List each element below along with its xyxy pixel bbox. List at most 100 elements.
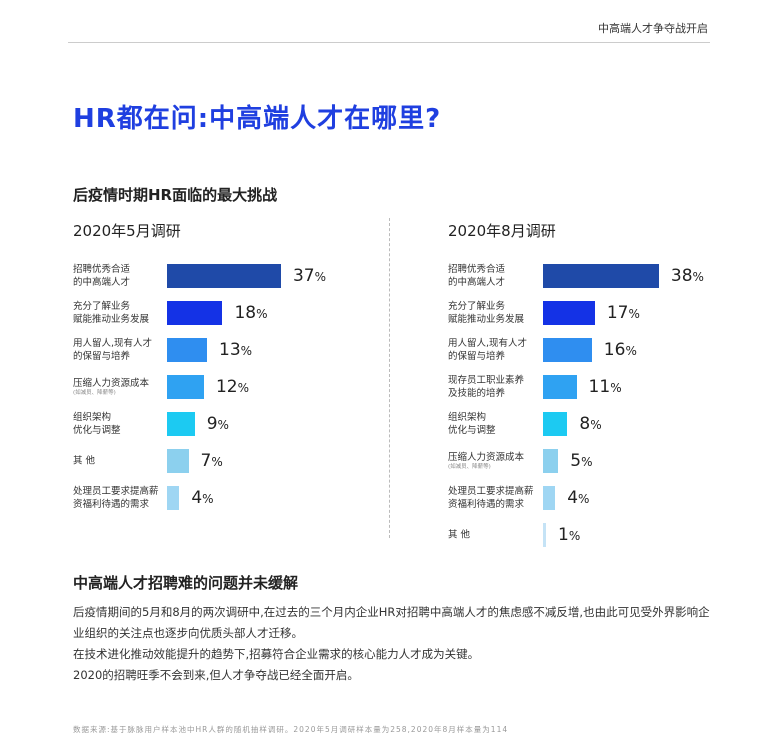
aug-category-note: (如减员、降薪等): [448, 464, 491, 470]
aug-value-unit: %: [578, 492, 590, 506]
aug-value-unit: %: [628, 307, 640, 321]
may-category-label: 组织架构 优化与调整: [73, 412, 121, 436]
may-category-label: 压缩人力资源成本 (如减员、降薪等): [73, 377, 165, 397]
aug-row-7: 其 他 1%: [448, 523, 768, 547]
may-row-5: 其 他 7%: [73, 449, 393, 473]
may-value-number: 7: [200, 451, 212, 471]
aug-value-unit: %: [692, 270, 704, 284]
aug-value-unit: %: [625, 344, 637, 358]
may-row-4: 组织架构 优化与调整 9%: [73, 412, 393, 436]
aug-category-label: 现存员工职业素养 及技能的培养: [448, 375, 525, 399]
may-category-label: 充分了解业务 赋能推动业务发展: [73, 301, 150, 325]
may-value-label: 13%: [219, 340, 252, 360]
aug-value-number: 17: [606, 303, 629, 323]
aug-bar: [543, 486, 556, 510]
aug-value-label: 16%: [604, 340, 637, 360]
may-value-label: 12%: [216, 377, 249, 397]
may-value-label: 18%: [234, 303, 267, 323]
aug-bar: [543, 412, 568, 436]
may-row-0: 招聘优秀合适 的中高端人才 37%: [73, 264, 393, 288]
aug-category-label: 压缩人力资源成本 (如减员、降薪等): [448, 451, 540, 471]
aug-value-label: 4%: [567, 488, 589, 508]
may-value-label: 9%: [207, 414, 229, 434]
may-bar: [167, 375, 204, 399]
section2-title: 中高端人才招聘难的问题并未缓解: [73, 574, 299, 592]
aug-row-5: 压缩人力资源成本 (如减员、降薪等) 5%: [448, 449, 768, 473]
aug-value-label: 1%: [558, 525, 580, 545]
aug-row-3: 现存员工职业素养 及技能的培养 11%: [448, 375, 768, 399]
may-value-number: 18: [234, 303, 257, 323]
section1-title: 后疫情时期HR面临的最大挑战: [73, 186, 278, 204]
aug-bar: [543, 523, 547, 547]
page-title: HR都在问:中高端人才在哪里?: [73, 104, 442, 134]
may-value-unit: %: [202, 492, 214, 506]
may-value-unit: %: [256, 307, 268, 321]
aug-bar: [543, 338, 592, 362]
may-row-1: 充分了解业务 赋能推动业务发展 18%: [73, 301, 393, 325]
paragraph-1: 后疫情期间的5月和8月的两次调研中,在过去的三个月内企业HR对招聘中高端人才的焦…: [73, 605, 710, 640]
aug-category-label: 处理员工要求提高薪 资福利待遇的需求: [448, 486, 534, 510]
may-category-label: 用人留人,现有人才 的保留与培养: [73, 338, 153, 362]
may-value-number: 12: [215, 377, 238, 397]
may-bar: [167, 338, 208, 362]
aug-value-label: 5%: [570, 451, 592, 471]
aug-value-label: 17%: [607, 303, 640, 323]
may-row-2: 用人留人,现有人才 的保留与培养 13%: [73, 338, 393, 362]
aug-value-number: 4: [567, 488, 579, 508]
aug-value-unit: %: [568, 529, 581, 543]
header-tag: 中高端人才争夺战开启: [598, 22, 708, 35]
may-row-6: 处理员工要求提高薪 资福利待遇的需求 4%: [73, 486, 393, 510]
aug-value-label: 11%: [589, 377, 622, 397]
may-value-unit: %: [240, 344, 253, 358]
aug-row-2: 用人留人,现有人才 的保留与培养 16%: [448, 338, 768, 362]
chart-title-may: 2020年5月调研: [73, 222, 181, 240]
aug-value-number: 11: [588, 377, 611, 397]
may-value-number: 37: [292, 266, 315, 286]
may-value-unit: %: [237, 381, 249, 395]
aug-value-number: 38: [670, 266, 693, 286]
aug-row-1: 充分了解业务 赋能推动业务发展 17%: [448, 301, 768, 325]
may-bar: [167, 449, 189, 473]
aug-row-6: 处理员工要求提高薪 资福利待遇的需求 4%: [448, 486, 768, 510]
aug-value-number: 5: [570, 451, 582, 471]
aug-value-unit: %: [590, 418, 602, 432]
aug-bar: [543, 301, 595, 325]
aug-row-4: 组织架构 优化与调整 8%: [448, 412, 768, 436]
aug-value-number: 8: [579, 414, 591, 434]
aug-bar: [543, 449, 559, 473]
aug-category-label: 组织架构 优化与调整: [448, 412, 496, 436]
aug-bar: [543, 264, 659, 288]
may-value-number: 9: [206, 414, 218, 434]
may-row-3: 压缩人力资源成本 (如减员、降薪等) 12%: [73, 375, 393, 399]
may-bar: [167, 412, 195, 436]
aug-value-unit: %: [581, 455, 593, 469]
may-bar: [167, 264, 281, 288]
paragraph-2: 在技术进化推动效能提升的趋势下,招募符合企业需求的核心能力人才成为关键。: [73, 647, 480, 661]
may-value-unit: %: [314, 270, 326, 284]
may-value-unit: %: [211, 455, 223, 469]
may-value-label: 4%: [191, 488, 213, 508]
aug-category-label: 充分了解业务 赋能推动业务发展: [448, 301, 525, 325]
may-category-note: (如减员、降薪等): [73, 390, 116, 396]
aug-category-label: 招聘优秀合适 的中高端人才: [448, 264, 506, 288]
aug-value-number: 1: [558, 525, 569, 545]
may-category-label: 其 他: [73, 455, 96, 467]
may-value-unit: %: [217, 418, 229, 432]
aug-value-label: 38%: [671, 266, 704, 286]
aug-row-0: 招聘优秀合适 的中高端人才 38%: [448, 264, 768, 288]
data-source-note: 数据来源:基于脉脉用户样本池中HR人群的随机抽样调研。2020年5月调研样本量为…: [73, 725, 509, 734]
chart-title-aug: 2020年8月调研: [448, 222, 556, 240]
may-value-label: 7%: [201, 451, 223, 471]
may-category-label: 招聘优秀合适 的中高端人才: [73, 264, 131, 288]
may-value-label: 37%: [293, 266, 326, 286]
may-bar: [167, 301, 223, 325]
aug-value-label: 8%: [579, 414, 601, 434]
aug-category-label: 用人留人,现有人才 的保留与培养: [448, 338, 528, 362]
may-bar: [167, 486, 180, 510]
chart-divider: [389, 218, 390, 538]
aug-bar: [543, 375, 577, 399]
aug-value-number: 16: [603, 340, 626, 360]
aug-value-unit: %: [610, 381, 622, 395]
header-divider: [68, 42, 710, 43]
paragraph-3: 2020的招聘旺季不会到来,但人才争夺战已经全面开启。: [73, 668, 359, 682]
